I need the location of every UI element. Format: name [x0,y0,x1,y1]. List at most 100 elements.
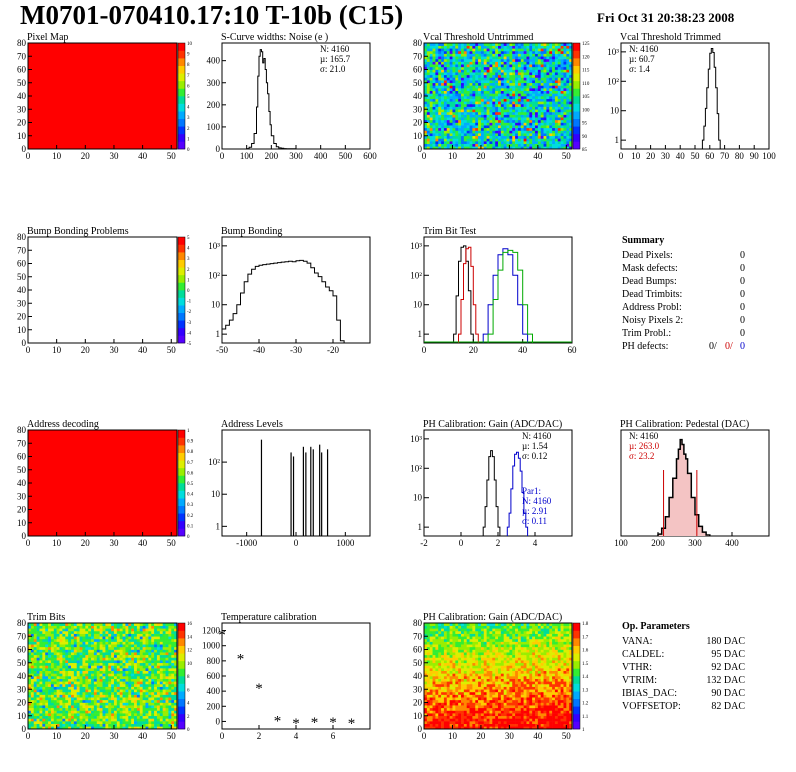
heatmap-cell [492,98,496,102]
heatmap-cell [128,718,132,722]
heatmap-cell [53,721,57,724]
heatmap-cell [65,665,69,669]
heatmap-cell [91,623,95,626]
heatmap-cell [483,130,487,134]
heatmap-cell [509,125,513,129]
heatmap-cell [48,646,52,650]
heatmap-cell [455,109,459,113]
heatmap-cell [113,681,118,685]
heatmap-cell [162,644,166,648]
heatmap-cell [131,699,135,703]
heatmap-cell [102,628,106,632]
heatmap-cell [30,678,35,682]
heatmap-cell [523,69,527,73]
heatmap-cell [523,109,527,113]
heatmap-cell [28,707,32,711]
heatmap-cell [76,694,80,698]
heatmap-cell [463,723,467,727]
heatmap-cell [156,623,161,626]
heatmap-cell [432,103,436,107]
heatmap-cell [85,715,89,719]
heatmap-cell [96,681,100,685]
heatmap-cell [171,668,175,671]
heatmap-cell [145,689,149,693]
heatmap-cell [426,96,430,99]
heatmap-cell [426,138,430,142]
heatmap-cell [99,721,103,724]
heatmap-cell [93,713,98,717]
heatmap-cell [73,721,78,724]
heatmap-cell [125,673,129,677]
heatmap-cell [535,93,539,97]
heatmap-cell [443,726,448,730]
heatmap-cell [154,633,158,637]
heatmap-cell [424,718,428,722]
heatmap-cell [475,141,479,144]
heatmap-cell [424,119,428,123]
heatmap-cell [449,58,453,62]
heatmap-cell [532,48,536,52]
heatmap-cell [543,135,547,139]
heatmap-cell [142,641,146,645]
heatmap-cell [458,90,462,94]
heatmap-cell [560,90,564,94]
heatmap-cell [119,633,123,637]
heatmap-cell [509,723,513,727]
heatmap-cell [475,125,479,129]
heatmap-cell [461,114,465,118]
heatmap-cell [76,665,80,669]
palette-cell [178,513,185,522]
heatmap-cell [56,678,60,682]
heatmap-cell [145,707,149,711]
y-tick-label: 1200 [202,626,221,636]
heatmap-cell [36,678,40,682]
heatmap-cell [48,644,52,648]
heatmap-cell [432,119,436,123]
heatmap-cell [134,646,138,650]
heatmap-cell [546,88,550,91]
heatmap-cell [472,721,476,724]
heatmap-cell [492,56,496,60]
x-tick-label: 10 [448,151,458,161]
heatmap-cell [45,641,49,645]
heatmap-cell [59,689,63,693]
heatmap-cell [162,681,166,685]
heatmap-cell [498,127,502,131]
heatmap-cell [36,673,40,677]
palette-cell [178,676,185,684]
heatmap-cell [557,125,561,129]
heatmap-cell [495,98,499,102]
heatmap-cell [70,699,75,703]
heatmap-cell [119,713,123,717]
heatmap-cell [154,681,158,685]
heatmap-cell [526,96,530,99]
heatmap-cell [62,681,66,685]
heatmap-cell [441,723,445,727]
heatmap-cell [446,103,450,107]
heatmap-cell [73,678,78,682]
heatmap-cell [59,713,63,717]
heatmap-cell [560,53,564,57]
heatmap-cell [125,723,129,727]
heatmap-cell [76,691,80,695]
heatmap-cell [498,135,502,139]
heatmap-cell [426,718,430,722]
heatmap-cell [125,689,129,693]
heatmap-cell [28,718,32,722]
heatmap-cell [122,713,126,717]
heatmap-cell [495,50,499,54]
heatmap-cell [70,705,75,709]
heatmap-cell [500,127,504,131]
heatmap-cell [495,103,499,107]
heatmap-cell [139,644,143,648]
heatmap-cell [438,710,442,714]
heatmap-cell [70,668,75,671]
heatmap-cell [483,133,487,137]
heatmap-cell [48,713,52,717]
heatmap-cell [466,101,470,105]
heatmap-cell [469,64,473,68]
heatmap-cell [489,103,493,107]
palette-tick-label: 85 [582,148,588,153]
heatmap-cell [99,625,103,629]
heatmap-cell [36,636,40,640]
